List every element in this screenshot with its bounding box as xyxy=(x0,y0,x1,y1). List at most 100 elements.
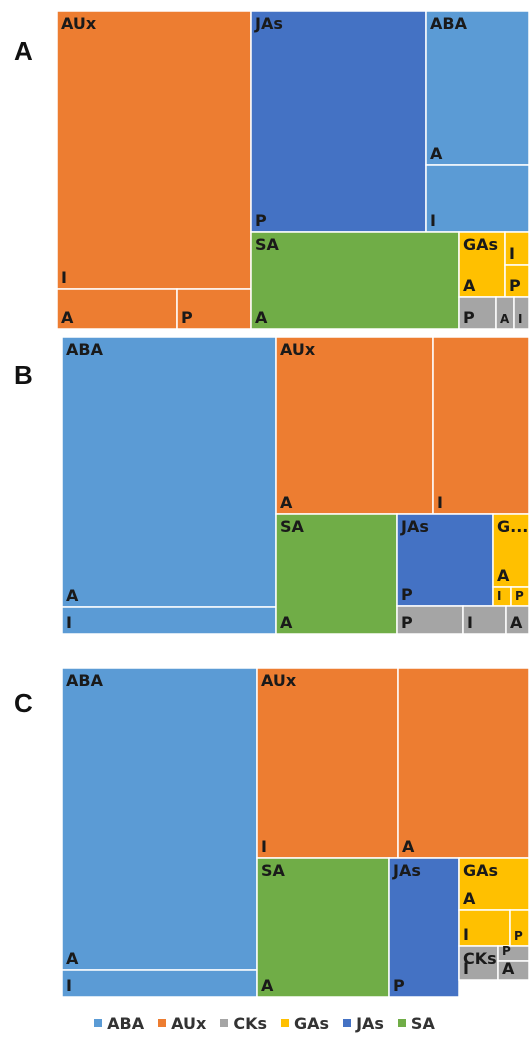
treemap-cell-label: I xyxy=(66,976,72,995)
treemap-cell-label: P xyxy=(463,308,475,327)
treemap-cell-jas-p: JAs P xyxy=(388,857,460,997)
panel-label-a: A xyxy=(14,36,33,66)
treemap-cell-label: A xyxy=(261,976,274,995)
treemap-rect xyxy=(57,288,178,329)
treemap-cell-gas-i: I xyxy=(504,231,529,266)
treemap-cell-label: P xyxy=(401,585,413,604)
treemap-cell-aba-a: ABA A xyxy=(62,337,277,608)
treemap-cell-label: P xyxy=(515,589,524,603)
treemap-cell-label: A xyxy=(430,144,443,163)
treemap-rect xyxy=(250,231,460,329)
panel-label-c: C xyxy=(14,688,33,718)
treemap-cell-aba-i: I xyxy=(62,606,277,634)
legend-item-gas: GAs xyxy=(281,1014,329,1033)
treemap-cell-cks-a: A xyxy=(497,959,529,981)
legend-swatch xyxy=(397,1019,406,1027)
treemap-cell-cks-p: P xyxy=(458,296,497,329)
legend-item-cks: CKs xyxy=(220,1014,267,1033)
legend-item-aux: AUx xyxy=(158,1014,206,1033)
treemap-rect xyxy=(458,296,497,329)
treemap-cell-label: I xyxy=(430,211,436,230)
legend-label: SA xyxy=(410,1013,435,1033)
treemap-cell-aba-a: ABA A xyxy=(62,668,258,971)
legend: ABA AUx CKs GAs JAs SA xyxy=(0,1010,529,1036)
treemap-cell-aux-p: P xyxy=(176,288,252,329)
legend-swatch xyxy=(343,1019,352,1027)
treemap-cell-cks-a: A xyxy=(495,296,515,329)
treemap-group-label: JAs xyxy=(254,14,283,33)
legend-item-aba: ABA xyxy=(94,1014,144,1033)
treemap-cell-aba-a: ABA A xyxy=(425,11,529,166)
treemap-cell-gas-a: GAs A xyxy=(458,231,506,298)
treemap-cell-aux-a: A xyxy=(57,288,178,329)
treemap-cell-label: A xyxy=(497,566,510,585)
treemap-cell-label: I xyxy=(518,312,522,326)
legend-label: CKs xyxy=(233,1013,268,1033)
treemap-cell-label: A xyxy=(402,837,415,856)
treemap-cell-gas-i: I xyxy=(458,909,511,947)
treemap-cell-label: A xyxy=(280,493,293,512)
treemap-group-label: JAs xyxy=(392,861,421,880)
treemap-cell-label: I xyxy=(61,268,67,287)
treemap-rect xyxy=(497,960,529,981)
treemap-group-label: ABA xyxy=(430,14,468,33)
treemap-group-label: AUx xyxy=(61,14,97,33)
treemap-rect xyxy=(432,337,529,515)
treemap-rect xyxy=(397,668,529,859)
treemap-group-label: SA xyxy=(261,861,286,880)
treemap-rect xyxy=(458,909,511,947)
treemap-group-label: AUx xyxy=(261,671,297,690)
treemap-cell-aux-a: AUx A xyxy=(275,337,434,515)
treemap-cell-label: I xyxy=(66,613,72,632)
treemap-cell-gas-p: P xyxy=(510,586,529,607)
treemap-cell-label: A xyxy=(502,959,515,978)
treemap-rect xyxy=(505,605,529,634)
treemap-cell-label: P xyxy=(401,613,413,632)
treemap-cell-label: P xyxy=(255,211,267,230)
treemap-rect xyxy=(62,606,277,634)
treemap-group-label: G... xyxy=(497,517,528,536)
treemap-rect xyxy=(462,605,507,634)
treemap-cell-jas-p: JAs P xyxy=(396,513,494,607)
legend-swatch xyxy=(220,1019,229,1027)
treemap-cell-label: I xyxy=(261,837,267,856)
treemap-rect xyxy=(492,586,512,607)
treemap-group-label: ABA xyxy=(66,671,104,690)
treemap-rect xyxy=(513,296,529,329)
treemap-cell-label: A xyxy=(510,613,523,632)
treemap-group-label: GAs xyxy=(463,235,498,254)
treemap-cell-cks-a: A xyxy=(505,605,529,634)
treemap-rect xyxy=(250,11,427,233)
treemap-rect xyxy=(176,288,252,329)
legend-label: ABA xyxy=(107,1013,145,1033)
treemap-cell-jas-p: JAs P xyxy=(250,11,427,233)
treemap-cell-aux-i: AUx I xyxy=(57,11,252,290)
treemap-rect xyxy=(62,668,258,971)
treemap-cell-label: A xyxy=(61,308,74,327)
treemap-rect xyxy=(458,857,529,911)
treemap-cell-label: A xyxy=(500,312,510,326)
treemap-cell-label: I xyxy=(509,244,515,263)
panel-label-b: B xyxy=(14,360,33,390)
treemap-cell-label: I xyxy=(463,959,469,978)
treemap-cell-label: P xyxy=(181,308,193,327)
legend-item-jas: JAs xyxy=(343,1014,384,1033)
treemap-cell-label: P xyxy=(393,976,405,995)
treemap-group-label: SA xyxy=(255,235,280,254)
treemap-cell-aux-a: A xyxy=(397,668,529,859)
treemap-cell-cks-p: P xyxy=(396,605,464,634)
treemap-cell-gas-p: P xyxy=(504,264,529,298)
treemap-cell-sa-a: SA A xyxy=(275,513,398,634)
treemap-cell-aba-i: I xyxy=(62,969,258,997)
treemap-cell-label: A xyxy=(280,613,293,632)
treemap-group-label: GAs xyxy=(463,861,498,880)
treemap-rect xyxy=(57,11,252,290)
treemap-cell-label: A xyxy=(255,308,268,327)
legend-swatch xyxy=(281,1019,290,1027)
treemap-rect xyxy=(62,337,277,608)
treemap-cell-gas-a: G... A xyxy=(492,513,529,588)
treemap-group-label: CKs xyxy=(463,949,497,968)
